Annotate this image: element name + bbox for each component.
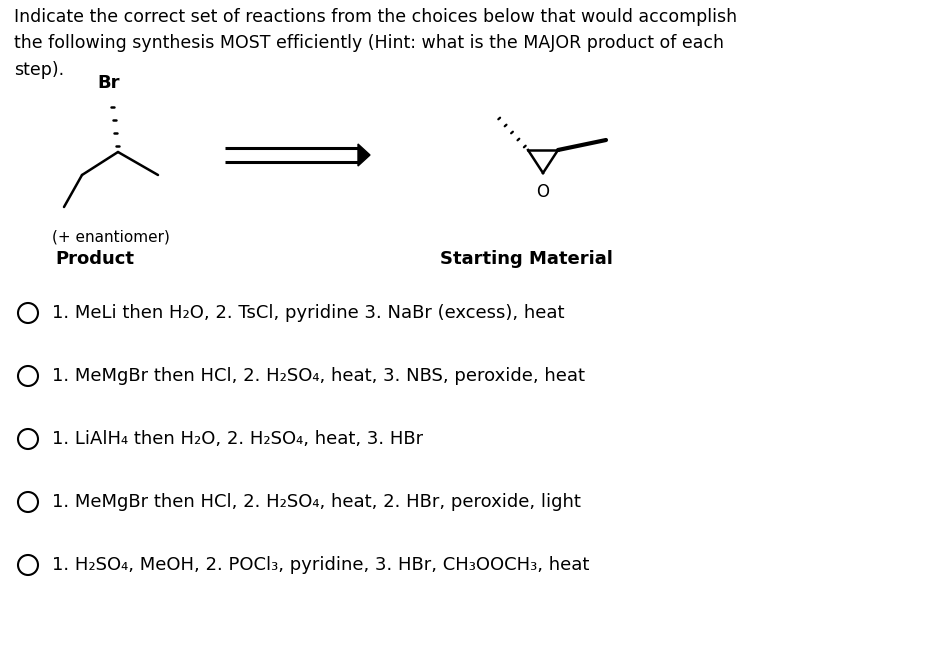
Text: 1. MeMgBr then HCl, 2. H₂SO₄, heat, 3. NBS, peroxide, heat: 1. MeMgBr then HCl, 2. H₂SO₄, heat, 3. N… — [52, 367, 585, 385]
Text: Br: Br — [98, 74, 120, 92]
Text: (+ enantiomer): (+ enantiomer) — [52, 230, 169, 245]
Text: Product: Product — [55, 250, 134, 268]
Text: Indicate the correct set of reactions from the choices below that would accompli: Indicate the correct set of reactions fr… — [14, 8, 737, 79]
Text: 1. MeLi then H₂O, 2. TsCl, pyridine 3. NaBr (excess), heat: 1. MeLi then H₂O, 2. TsCl, pyridine 3. N… — [52, 304, 565, 322]
Text: Starting Material: Starting Material — [440, 250, 613, 268]
Polygon shape — [358, 144, 370, 166]
Text: 1. MeMgBr then HCl, 2. H₂SO₄, heat, 2. HBr, peroxide, light: 1. MeMgBr then HCl, 2. H₂SO₄, heat, 2. H… — [52, 493, 581, 511]
Text: 1. H₂SO₄, MeOH, 2. POCl₃, pyridine, 3. HBr, CH₃OOCH₃, heat: 1. H₂SO₄, MeOH, 2. POCl₃, pyridine, 3. H… — [52, 556, 589, 574]
Text: O: O — [537, 183, 549, 201]
Text: 1. LiAlH₄ then H₂O, 2. H₂SO₄, heat, 3. HBr: 1. LiAlH₄ then H₂O, 2. H₂SO₄, heat, 3. H… — [52, 430, 423, 448]
